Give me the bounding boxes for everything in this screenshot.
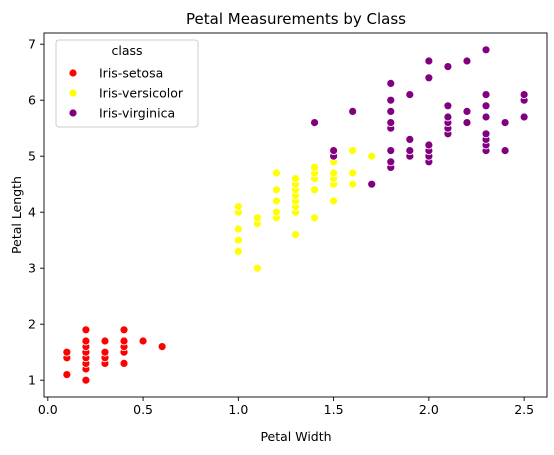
data-point [462, 56, 472, 66]
data-point [291, 174, 300, 184]
data-point [310, 162, 319, 172]
data-point [424, 140, 434, 150]
data-point [443, 62, 453, 71]
legend-label: Iris-versicolor [99, 86, 184, 101]
y-tick-label: 5 [28, 149, 36, 164]
x-tick-label: 0.0 [38, 402, 58, 417]
data-point [310, 185, 319, 195]
y-tick-label: 3 [28, 261, 36, 276]
data-point [81, 336, 91, 346]
data-point [81, 375, 91, 385]
y-axis-label: Petal Length [9, 176, 24, 254]
data-point [443, 112, 453, 122]
data-point [348, 146, 358, 156]
data-point [272, 185, 281, 195]
points-layer [62, 45, 529, 385]
data-point [405, 134, 415, 144]
data-point [500, 146, 510, 156]
data-point [367, 151, 377, 161]
data-point [500, 118, 510, 127]
data-point [310, 213, 319, 223]
y-axis: 1 2 3 4 5 6 7 [28, 37, 44, 388]
y-tick-label: 4 [28, 205, 36, 220]
data-point [233, 246, 243, 256]
data-point [348, 168, 358, 178]
data-point [405, 146, 415, 156]
data-point [443, 101, 453, 111]
data-point [386, 146, 396, 156]
legend-label: Iris-setosa [99, 66, 163, 81]
data-point [100, 336, 110, 346]
data-point [348, 107, 358, 116]
data-point [405, 90, 415, 99]
x-axis: 0.0 0.5 1.0 1.5 2.0 2.5 [38, 397, 534, 417]
legend-entries: Iris-setosa Iris-versicolor Iris-virginica [68, 66, 184, 121]
data-point [252, 263, 262, 273]
data-point [481, 112, 491, 122]
legend-label: Iris-virginica [99, 106, 175, 121]
legend-box [55, 39, 199, 128]
data-point [424, 73, 434, 83]
x-tick-label: 1.0 [228, 402, 248, 417]
data-point [386, 157, 396, 167]
x-tick-label: 2.5 [514, 402, 534, 417]
data-point [519, 90, 529, 99]
data-point [481, 45, 491, 55]
data-point [62, 370, 72, 380]
y-tick-label: 6 [28, 93, 36, 108]
y-tick-label: 7 [28, 37, 36, 52]
data-point [424, 56, 434, 66]
data-point [272, 207, 281, 217]
x-axis-label: Petal Width [260, 429, 331, 444]
data-point [81, 325, 91, 335]
y-tick-label: 1 [28, 373, 36, 388]
data-point [157, 342, 167, 352]
data-point [519, 112, 529, 122]
x-tick-label: 2.0 [419, 402, 439, 417]
chart-title: Petal Measurements by Class [186, 10, 406, 28]
data-point [462, 107, 472, 116]
data-point [62, 347, 72, 357]
legend-marker [68, 88, 78, 98]
legend-marker [68, 108, 78, 118]
x-tick-label: 1.5 [324, 402, 344, 417]
data-point [386, 107, 396, 116]
data-point [348, 179, 358, 189]
data-point [100, 347, 110, 357]
data-point [138, 336, 148, 346]
data-point [481, 101, 491, 111]
data-point [119, 336, 129, 346]
data-point [386, 95, 396, 105]
data-point [272, 168, 281, 178]
data-point [119, 325, 129, 335]
x-tick-label: 0.5 [133, 402, 153, 417]
y-tick-label: 2 [28, 317, 36, 332]
data-point [481, 129, 491, 139]
data-point [252, 213, 262, 223]
legend: class Iris-setosa Iris-versicolor Iris-vir… [55, 39, 199, 128]
data-point [291, 230, 300, 240]
data-point [119, 358, 129, 368]
data-point [310, 118, 319, 127]
data-point [462, 118, 472, 127]
data-point [233, 224, 243, 234]
legend-title: class [111, 43, 142, 58]
data-point [386, 118, 396, 127]
data-point [329, 168, 339, 178]
plot-area-frame [43, 32, 548, 398]
data-point [233, 235, 243, 245]
data-point [329, 146, 339, 156]
data-point [367, 179, 377, 189]
data-point [272, 196, 281, 206]
legend-marker [68, 68, 78, 78]
data-point [481, 90, 491, 99]
data-point [329, 196, 339, 206]
data-point [233, 202, 243, 212]
data-point [386, 79, 396, 88]
